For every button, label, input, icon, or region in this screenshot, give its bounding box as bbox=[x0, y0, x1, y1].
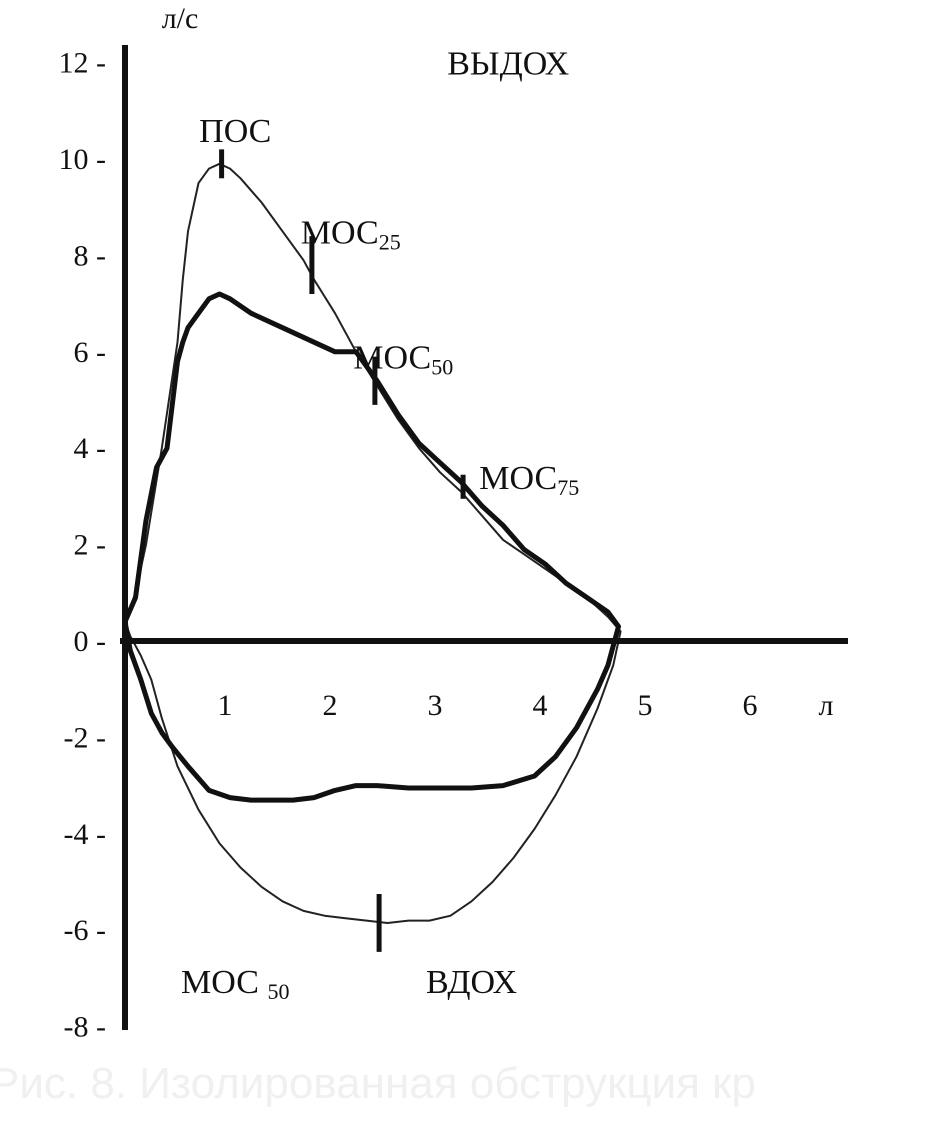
x-axis-label: л bbox=[819, 689, 834, 722]
y-tick-label: 0 - bbox=[74, 625, 107, 658]
y-tick-label: -8 - bbox=[64, 1011, 106, 1044]
x-tick-labels: 1 2 3 4 5 6 bbox=[218, 689, 758, 722]
series-line-2-thick bbox=[122, 291, 621, 803]
y-tick-label: 12 - bbox=[59, 47, 107, 80]
marker-layer bbox=[219, 149, 466, 952]
annotation-4: МОС50 bbox=[353, 340, 453, 380]
y-tick-label: 4 - bbox=[74, 432, 107, 465]
x-tick-label: 4 bbox=[533, 689, 548, 722]
y-tick-label: 8 - bbox=[74, 239, 107, 272]
y-tick-label: -4 - bbox=[64, 818, 106, 851]
annotation-2: ПОС bbox=[199, 113, 271, 150]
y-tick-labels: 12 - 10 - 8 - 6 - 4 - 2 - 0 - -2 - -4 - -6 - -8 - bbox=[59, 47, 107, 1044]
y-tick-label: 2 - bbox=[74, 529, 107, 562]
y-tick-label: -6 - bbox=[64, 914, 106, 947]
x-tick-label: 5 bbox=[638, 689, 653, 722]
y-axis-label: л/с bbox=[162, 2, 199, 35]
annotation-1: ВЫДОХ bbox=[447, 46, 569, 83]
annotation-layer: ВЫДОХ ПОС МОС25 МОС50 МОС75 МОС 50 ВДОХ bbox=[181, 46, 579, 1004]
annotation-6: МОС 50 bbox=[181, 964, 289, 1004]
annotation-3: МОС25 bbox=[301, 214, 401, 254]
annotation-7: ВДОХ bbox=[426, 964, 517, 1001]
x-tick-label: 3 bbox=[428, 689, 443, 722]
faint-caption: Рис. 8. Изолированная обструкция кр bbox=[0, 1059, 756, 1108]
x-tick-label: 6 bbox=[743, 689, 758, 722]
series-layer bbox=[122, 162, 622, 924]
annotation-5: МОС75 bbox=[479, 460, 579, 500]
x-tick-label: 2 bbox=[323, 689, 338, 722]
y-tick-label: -2 - bbox=[64, 721, 106, 754]
x-tick-label: 1 bbox=[218, 689, 233, 722]
y-tick-label: 10 - bbox=[59, 143, 107, 176]
series-line-1-thin bbox=[124, 162, 622, 924]
y-tick-label: 6 - bbox=[74, 336, 107, 369]
